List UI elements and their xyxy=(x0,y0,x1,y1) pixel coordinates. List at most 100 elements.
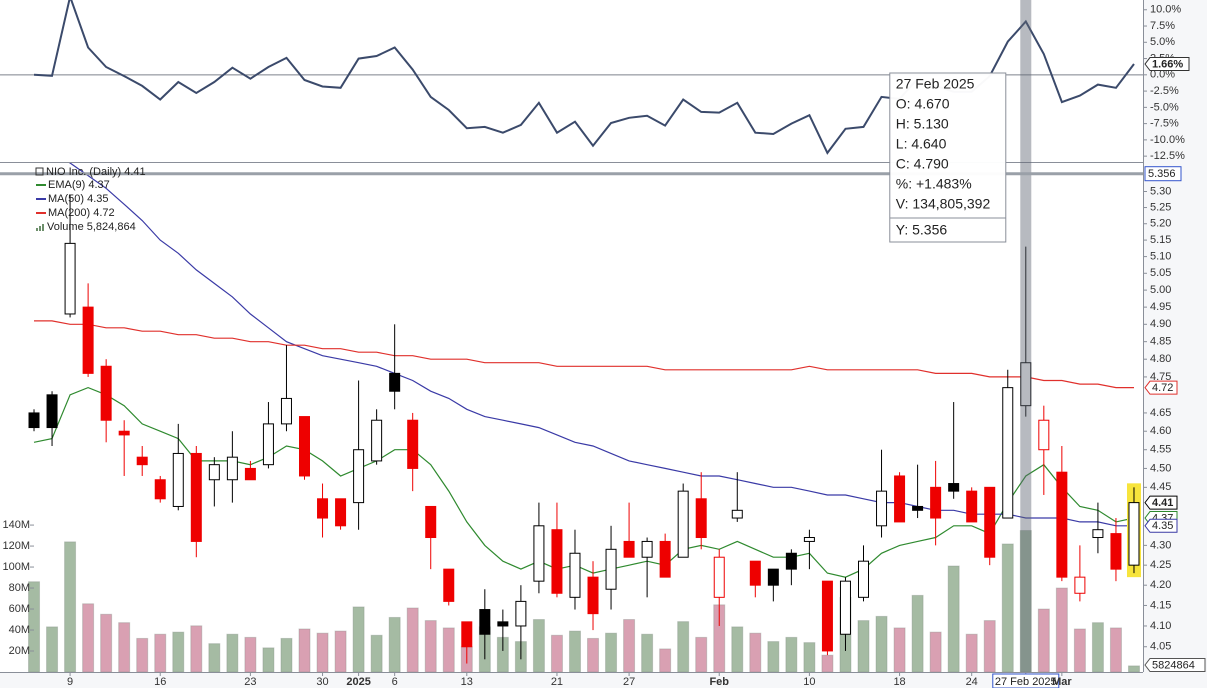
volume-bar xyxy=(947,565,960,672)
volume-bar xyxy=(965,633,978,672)
volume-bar xyxy=(190,625,203,672)
volume-bar xyxy=(406,607,419,672)
candle-body xyxy=(839,580,851,635)
candle-body xyxy=(1056,471,1068,578)
volume-bar xyxy=(280,637,293,672)
value-box-label: 4.72 xyxy=(1152,382,1173,394)
x-tick-label: 30 xyxy=(316,676,328,688)
volume-bar xyxy=(785,636,798,672)
volume-bar xyxy=(64,541,77,672)
volume-bar xyxy=(1055,587,1068,672)
crosshair-vertical xyxy=(1020,0,1032,672)
value-box-label: 4.41 xyxy=(1152,497,1173,509)
candle-body xyxy=(659,540,671,578)
volume-bar xyxy=(370,634,383,672)
volume-bar xyxy=(875,615,888,672)
volume-bar xyxy=(641,633,654,672)
volume-bar xyxy=(550,634,563,672)
candle-body xyxy=(190,452,202,542)
x-tick-label: 24 xyxy=(966,676,978,688)
candle-body xyxy=(1110,533,1122,570)
x-tick-label: 16 xyxy=(154,676,166,688)
candle-body xyxy=(82,306,94,374)
candle-body xyxy=(551,529,563,594)
candle-body xyxy=(533,525,545,582)
y-tick-label: 4.45 xyxy=(1150,481,1171,493)
value-box-label: 1.66% xyxy=(1152,58,1183,70)
tooltip-line: %: +1.483% xyxy=(896,176,972,192)
y-tick-label: 4.25 xyxy=(1150,559,1171,571)
candle-body xyxy=(515,600,527,627)
y-tick-label: 5.00 xyxy=(1150,284,1171,296)
candle-body xyxy=(136,456,148,466)
volume-bar xyxy=(893,627,906,672)
x-tick-label: 23 xyxy=(244,676,256,688)
value-box-label: 5824864 xyxy=(1152,659,1195,671)
legend-icon xyxy=(35,167,44,176)
candle-body xyxy=(371,419,383,462)
candle-body xyxy=(479,609,491,635)
volume-bar xyxy=(1109,627,1122,672)
candle-body xyxy=(948,483,960,492)
volume-bar xyxy=(208,643,221,672)
volume-bar xyxy=(334,630,347,672)
y-tick-label: -7.5% xyxy=(1150,118,1179,130)
legend-label: MA(50) 4.35 xyxy=(48,193,109,205)
candle-body xyxy=(803,537,815,542)
price-plot xyxy=(28,163,1141,672)
candle-body xyxy=(984,486,996,558)
tooltip-line: H: 5.130 xyxy=(896,116,949,132)
volume-tick-label: 40M xyxy=(9,624,30,636)
x-tick-label: 10 xyxy=(803,676,815,688)
volume-bar xyxy=(1073,628,1086,672)
y-tick-label: 4.80 xyxy=(1150,353,1171,365)
candle-body xyxy=(1038,419,1050,451)
volume-tick-label: 100M xyxy=(2,561,30,573)
volume-tick-label: 80M xyxy=(9,582,30,594)
candle-body xyxy=(966,490,978,523)
volume-tick-label: 140M xyxy=(2,519,30,531)
moving-average-line xyxy=(33,386,1135,578)
x-axis-area xyxy=(0,672,1207,688)
candle-body xyxy=(299,416,310,477)
volume-bar xyxy=(154,633,167,672)
volume-bar xyxy=(82,603,95,672)
candle-body xyxy=(587,576,599,615)
y-tick-label: 5.0% xyxy=(1150,36,1175,48)
candle-body xyxy=(1020,362,1032,407)
y-tick-label: -10.0% xyxy=(1150,134,1185,146)
volume-bar xyxy=(532,619,545,672)
volume-bar xyxy=(803,642,816,672)
candle-body xyxy=(280,397,292,425)
moving-average-line xyxy=(68,163,1134,527)
volume-tick-label: 120M xyxy=(2,540,30,552)
candle-body xyxy=(443,568,455,602)
y-tick-label: -12.5% xyxy=(1150,150,1185,162)
volume-bar xyxy=(568,630,581,672)
volume-bar xyxy=(352,606,365,672)
right-axis-area xyxy=(1143,0,1207,688)
volume-bar xyxy=(46,626,59,672)
volume-tick-label: 60M xyxy=(9,603,30,615)
volume-bar xyxy=(1037,608,1050,672)
candle-body xyxy=(407,419,419,469)
candle-body xyxy=(244,467,256,481)
candle-body xyxy=(731,509,743,519)
y-tick-label: 5.30 xyxy=(1150,185,1171,197)
candle-body xyxy=(154,479,166,500)
y-tick-label: 10.0% xyxy=(1150,4,1181,16)
x-tick-label: 9 xyxy=(67,676,73,688)
candle-body xyxy=(821,580,833,652)
y-tick-label: 4.50 xyxy=(1150,462,1171,474)
candle-body xyxy=(353,449,365,504)
volume-bar xyxy=(605,632,618,672)
volume-bar xyxy=(118,622,131,672)
candle-body xyxy=(1074,576,1086,594)
volume-bar xyxy=(929,631,942,672)
candle-body xyxy=(497,621,509,627)
y-tick-label: 4.20 xyxy=(1150,579,1171,591)
value-box xyxy=(1144,495,1178,510)
y-tick-label: 4.85 xyxy=(1150,336,1171,348)
value-box-label: 4.35 xyxy=(1152,520,1173,532)
